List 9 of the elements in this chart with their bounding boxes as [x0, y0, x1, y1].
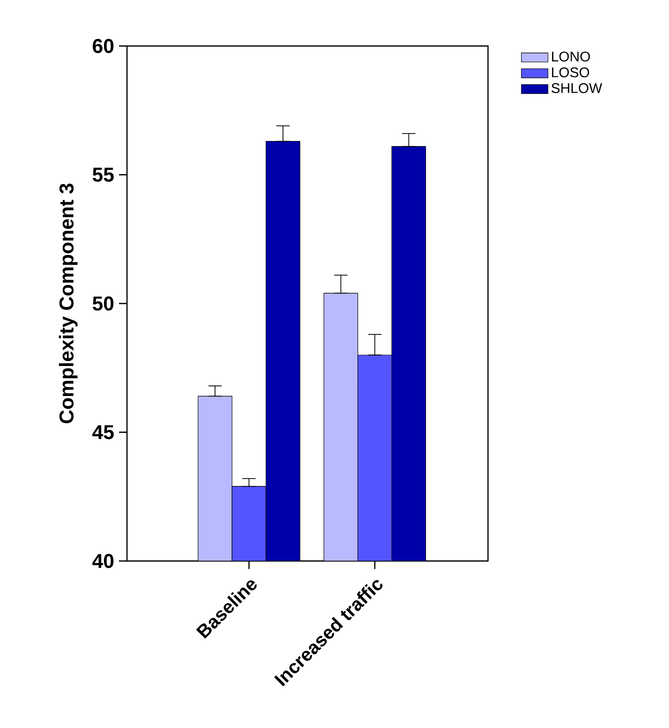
y-tick-label: 40	[92, 554, 114, 568]
legend-label: LOSO	[552, 67, 590, 78]
y-tick-label: 50	[92, 296, 114, 311]
legend-label: SHLOW	[552, 83, 602, 94]
y-tick-label: 60	[92, 38, 114, 54]
y-axis-title: Complexity Component 3	[58, 184, 78, 424]
legend-label: LONO	[552, 52, 590, 62]
y-tick-label: 45	[92, 425, 114, 440]
y-tick-label: 55	[92, 168, 114, 182]
